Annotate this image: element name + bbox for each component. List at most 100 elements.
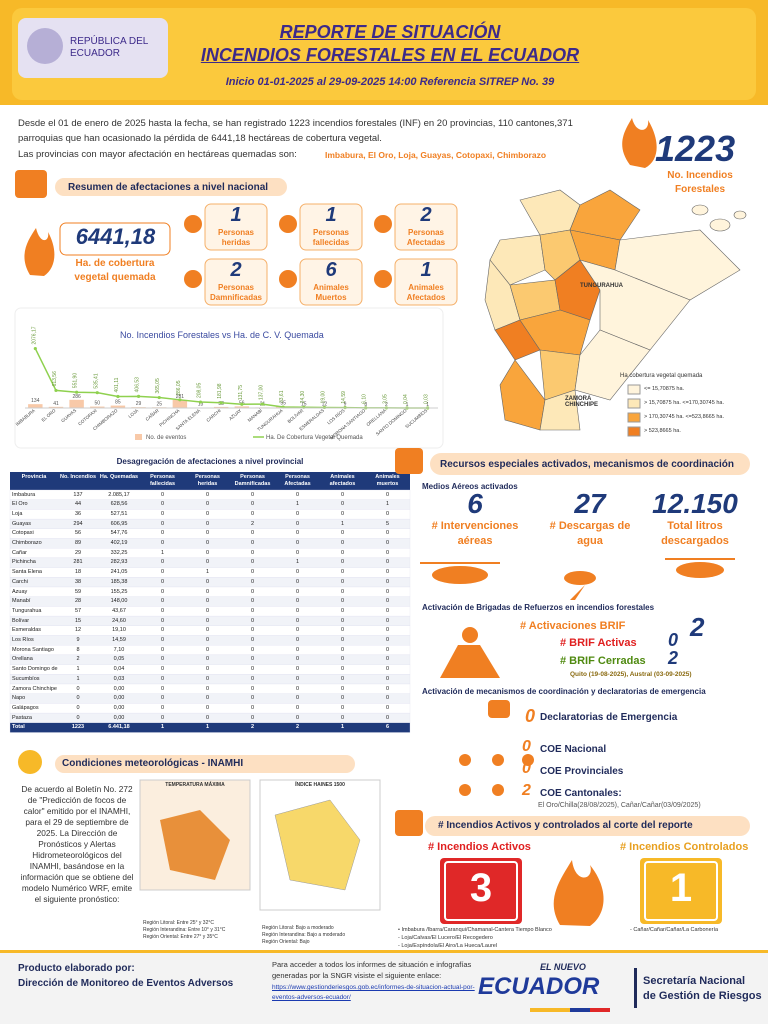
table-cell: 0 [160, 637, 165, 643]
table-cell: 0 [340, 540, 345, 546]
table-cell: 0 [250, 675, 255, 682]
table-cell: Esmeraldas [12, 627, 42, 634]
controlled-box-border [644, 861, 718, 921]
line-point [178, 398, 182, 402]
table-cell: Orellana [12, 656, 33, 663]
table-cell: 1 [76, 666, 80, 673]
table-cell: 0 [340, 627, 345, 634]
table-cell: 0 [295, 588, 300, 595]
table-cell: 0 [205, 588, 210, 595]
table-cell: 0 [385, 530, 390, 537]
coordination-label: COE Cantonales: [540, 788, 622, 799]
table-cell: 0 [250, 695, 255, 702]
table-cell: 0 [295, 704, 300, 711]
table-cell: 0 [385, 666, 390, 673]
coordination-value: 0 [525, 706, 536, 726]
table-cell: Imbabura [12, 491, 36, 498]
total-label: Forestales [674, 184, 726, 195]
table-cell: 0 [205, 559, 210, 566]
table-cell: 0 [205, 685, 210, 692]
legend-label: <= 15,70875 ha. [644, 386, 685, 392]
table-cell: 6.441,18 [108, 724, 130, 731]
access-text: Para acceder a todos los informes de sit… [272, 960, 472, 969]
table-cell: 0 [160, 520, 165, 527]
flag-stripe [530, 1008, 570, 1012]
table-header: Provincia [21, 474, 47, 480]
temperature-shape [160, 810, 230, 880]
section-bar [55, 178, 287, 196]
table-cell: 0 [250, 607, 255, 614]
table-cell: 0 [385, 559, 390, 566]
aerial-label: descargados [661, 535, 729, 547]
table-cell: Guayas [12, 520, 31, 527]
report-link[interactable]: https://www.gestionderiesgos.gob.ec/info… [272, 984, 475, 991]
line-value-label: 33,61 [279, 390, 285, 403]
flag-stripe [590, 1008, 610, 1012]
table-cell: 0 [250, 530, 255, 537]
table-cell: 0 [160, 695, 165, 702]
aerial-value: 27 [574, 488, 606, 519]
intro-text: Desde el 01 de enero de 2025 hasta la fe… [18, 118, 573, 129]
table-cell: 0 [340, 685, 345, 692]
table-cell: 5 [385, 520, 390, 527]
table-cell: 155,25 [110, 588, 128, 595]
table-cell: 0 [250, 637, 255, 643]
table-cell: 0 [340, 704, 345, 711]
legend-label: Ha. De Cobertura Vegetal Quemada [266, 435, 363, 441]
table-cell: 0 [295, 520, 300, 527]
bar-value-label: 25 [156, 401, 162, 407]
table-cell: 0 [295, 627, 300, 634]
table-cell: 0 [385, 627, 390, 634]
table-cell: 0 [205, 637, 210, 643]
table-header-bg [10, 472, 410, 490]
legend-label: > 15,70875 ha. <=170,30745 ha. [644, 400, 724, 406]
table-cell: 0 [295, 617, 300, 624]
stat-label: Damnificadas [209, 293, 263, 302]
table-cell: 0 [205, 656, 210, 663]
chart-frame [14, 307, 444, 449]
table-cell: 0 [385, 510, 390, 517]
stat-label: Personas [217, 228, 255, 237]
line-point [33, 346, 37, 351]
table-cell: 0 [205, 646, 210, 653]
table-cell: 0 [76, 685, 80, 692]
table-cell: 0 [205, 501, 210, 508]
coordination-value: 0 [522, 738, 531, 755]
table-cell: Pichincha [12, 559, 36, 566]
table-cell: 0 [295, 607, 300, 614]
table-cell: 56 [74, 530, 82, 537]
table-cell: 0 [295, 666, 300, 673]
line-value-label: 208,05 [197, 383, 203, 399]
table-cell: 0 [340, 588, 345, 595]
table-cell: 0 [340, 549, 345, 556]
x-tick-label: LOJA [127, 408, 139, 419]
legend-title: Ha cobertura vegetal quemada [620, 373, 703, 379]
table-cell: 28 [74, 598, 82, 605]
table-cell: 0 [295, 540, 300, 546]
line-value-label: 24,30 [300, 391, 306, 404]
coordination-label: Declaratorias de Emergencia [540, 712, 678, 723]
bar [48, 406, 64, 408]
table-cell: 0,00 [113, 714, 125, 721]
map-title: ÍNDICE HAINES 1500 [295, 782, 345, 788]
line-point [240, 402, 244, 406]
line-value-label: 181,98 [217, 383, 223, 399]
stat-value: 2 [230, 259, 242, 281]
table-cell: 0 [250, 627, 255, 634]
aerial-label: agua [577, 535, 603, 547]
bar [172, 399, 188, 408]
weather-text: De acuerdo al Boletín No. 272 de "Predic… [20, 784, 134, 904]
helicopter-icons [420, 558, 735, 600]
active-value: 3 [469, 866, 493, 910]
stat-icon [279, 215, 297, 233]
table-cell: 0 [160, 666, 165, 673]
table-cell: 0 [295, 685, 300, 692]
report-link[interactable]: eventos-adversos-ecuador/ [272, 994, 351, 1001]
table-title: Desagregación de afectaciones a nivel pr… [116, 457, 304, 466]
line-point [54, 388, 58, 393]
stat-label: Personas [217, 283, 255, 292]
table-cell: Galápagos [12, 704, 39, 711]
table-cell: 282,93 [110, 559, 128, 566]
aerial-label: Total litros [667, 520, 723, 532]
